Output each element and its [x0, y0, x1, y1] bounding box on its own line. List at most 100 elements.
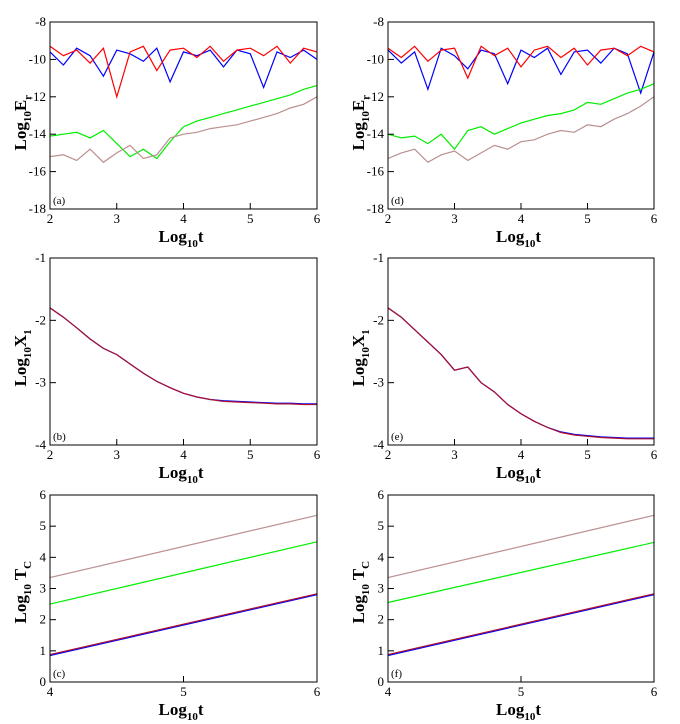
- y-axis-label-part: Log: [11, 595, 30, 624]
- y-tick-label: 2: [40, 612, 47, 627]
- data-line: [387, 45, 655, 80]
- data-line: [49, 594, 318, 657]
- plot-frame: [49, 494, 318, 683]
- y-axis-label: Log10Er: [11, 95, 34, 151]
- x-tick-label: 6: [651, 684, 658, 699]
- x-tick-label: 6: [314, 447, 321, 462]
- y-tick-label: 0: [378, 674, 385, 689]
- y-tick-label: -1: [373, 250, 384, 265]
- y-tick-label: 5: [378, 518, 385, 533]
- x-axis-label: Log10t: [159, 227, 204, 250]
- data-line: [387, 541, 655, 604]
- x-axis-label-sub: 10: [187, 238, 199, 250]
- x-tick-label: 5: [584, 211, 591, 226]
- x-axis-label-sub: 10: [187, 474, 199, 486]
- panel-label: (d): [391, 195, 404, 207]
- y-tick-label: -3: [35, 375, 46, 390]
- x-tick-label: 5: [180, 684, 187, 699]
- y-axis-label-sub: C: [360, 561, 372, 569]
- y-tick-label: 4: [40, 549, 47, 564]
- data-line: [49, 47, 318, 90]
- x-axis-label-part: Log: [496, 463, 525, 482]
- plot-frame: [387, 257, 655, 446]
- x-axis-label-sub: 10: [187, 711, 199, 723]
- y-tick-label: 1: [378, 643, 385, 658]
- y-tick-label: -2: [373, 312, 384, 327]
- x-tick-label: 4: [518, 211, 525, 226]
- x-axis-label: Log10t: [496, 227, 541, 250]
- y-tick-label: -10: [29, 51, 46, 66]
- y-tick-label: -18: [29, 201, 46, 216]
- x-axis-label-sub: 10: [524, 238, 536, 250]
- x-tick-label: 5: [247, 447, 254, 462]
- data-line: [387, 514, 655, 579]
- y-axis-label-sub: 10: [22, 111, 34, 123]
- x-axis-label-part: t: [535, 463, 541, 482]
- y-axis-label-part: Log: [349, 358, 368, 387]
- x-tick-label: 4: [180, 447, 187, 462]
- data-line: [49, 307, 317, 405]
- x-axis-label-sub: 10: [524, 711, 536, 723]
- y-tick-label: 3: [378, 581, 385, 596]
- x-axis-label-part: t: [198, 463, 204, 482]
- x-tick-label: 3: [114, 211, 121, 226]
- y-tick-label: -3: [373, 375, 384, 390]
- x-tick-label: 5: [584, 447, 591, 462]
- y-tick-label: -8: [373, 14, 384, 29]
- data-line: [387, 307, 654, 439]
- x-tick-label: 6: [314, 684, 321, 699]
- x-axis-label-part: t: [198, 700, 204, 719]
- x-axis-label-part: Log: [496, 700, 525, 719]
- y-axis-label-sub: C: [22, 561, 34, 569]
- data-line: [387, 593, 655, 656]
- y-axis-label-part: Log: [11, 358, 30, 387]
- x-tick-label: 2: [47, 447, 54, 462]
- y-tick-label: 3: [40, 581, 47, 596]
- y-axis-label-part: E: [349, 100, 368, 111]
- x-axis-label: Log10t: [496, 700, 541, 723]
- y-axis-label-part: T: [349, 568, 368, 584]
- x-axis-label-part: t: [535, 227, 541, 246]
- y-axis-label-sub: 10: [22, 584, 34, 596]
- y-axis-label: Log10X1: [11, 329, 34, 386]
- x-axis-label-part: Log: [159, 463, 188, 482]
- y-tick-label: -18: [367, 201, 384, 216]
- x-axis-label-part: Log: [159, 700, 188, 719]
- y-axis-label: Log10 TC: [349, 561, 372, 624]
- x-tick-label: 6: [314, 211, 321, 226]
- x-tick-label: 4: [385, 684, 392, 699]
- y-tick-label: -14: [367, 126, 385, 141]
- x-tick-label: 4: [518, 447, 525, 462]
- panel-label: (e): [391, 431, 404, 443]
- y-tick-label: -1: [35, 250, 46, 265]
- x-axis-label: Log10t: [496, 463, 541, 486]
- data-line: [49, 96, 318, 164]
- x-tick-label: 4: [47, 684, 54, 699]
- plot-frame: [49, 21, 318, 210]
- panel-label: (a): [53, 195, 66, 207]
- x-axis-label: Log10t: [159, 700, 204, 723]
- y-axis-label-part: X: [349, 334, 368, 347]
- y-axis-label-sub: 10: [360, 347, 372, 359]
- x-axis-label-part: t: [535, 700, 541, 719]
- x-tick-label: 2: [385, 211, 392, 226]
- y-axis-label-sub: 1: [22, 329, 34, 335]
- data-line: [387, 96, 655, 164]
- y-tick-label: -16: [29, 164, 47, 179]
- x-tick-label: 6: [651, 211, 658, 226]
- y-axis-label: Log10 TC: [11, 561, 34, 624]
- x-tick-label: 2: [47, 211, 54, 226]
- y-tick-label: -2: [35, 312, 46, 327]
- y-tick-label: -12: [29, 89, 46, 104]
- y-tick-label: -4: [35, 437, 46, 452]
- data-line: [387, 307, 654, 440]
- y-axis-label-sub: 10: [360, 111, 372, 123]
- y-axis-label-sub: r: [22, 95, 34, 100]
- y-tick-label: -14: [29, 126, 47, 141]
- y-tick-label: 1: [40, 643, 47, 658]
- y-tick-label: -8: [35, 14, 46, 29]
- y-axis-label-part: Log: [349, 595, 368, 624]
